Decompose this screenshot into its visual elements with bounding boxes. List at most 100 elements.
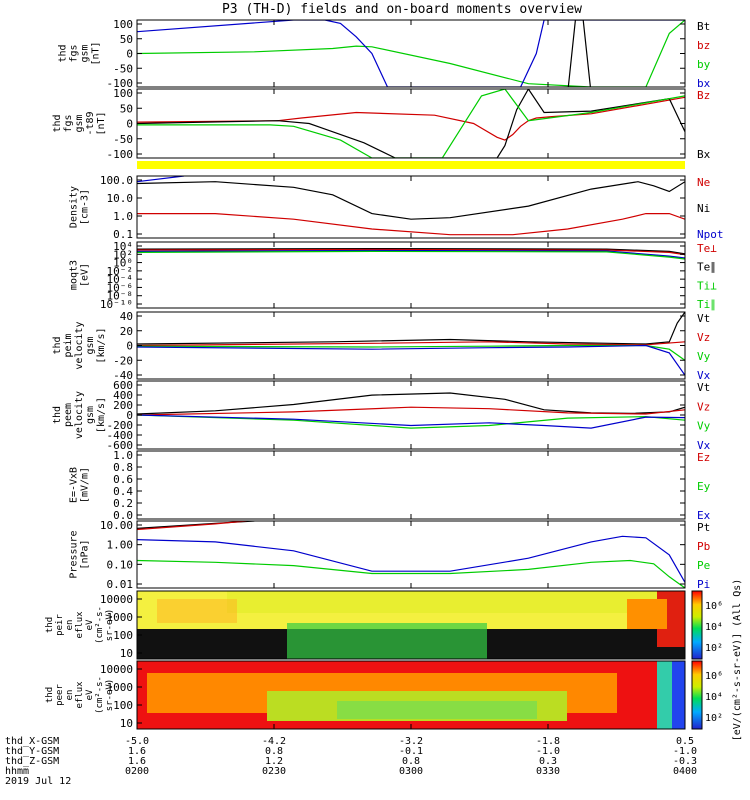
legend-label: Npot	[697, 228, 724, 241]
legend-label: Pi	[697, 578, 710, 591]
colorbar-label-group: [eV/(cm²-s-sr-eV)] (All Qs)	[732, 579, 743, 742]
colorbar	[691, 660, 703, 730]
x-axis-value: 1.6	[128, 756, 146, 767]
y-tick-label: 50	[120, 102, 133, 115]
legend-label: bx	[697, 77, 711, 90]
y-tick-label: 0.2	[113, 497, 133, 510]
y-tick-label: 1000	[107, 681, 134, 694]
y-axis-label: [eV]	[80, 263, 91, 287]
x-axis-row-label: thd_X-GSM	[5, 736, 59, 747]
colorbar-tick-label: 10⁶	[705, 601, 723, 612]
figure-title: P3 (TH-D) fields and on-board moments ov…	[222, 2, 582, 17]
y-tick-label: 0.01	[107, 578, 134, 591]
colorbar-tick-label: 10⁴	[705, 622, 723, 633]
y-axis-label: [cm-3]	[80, 189, 91, 225]
x-axis-value: -0.3	[673, 756, 697, 767]
y-tick-label: 1.0	[113, 449, 133, 462]
y-tick-label: 1000	[107, 611, 134, 624]
series-line	[137, 89, 685, 158]
x-axis-value: 0230	[262, 766, 286, 777]
legend-label: Bx	[697, 148, 711, 161]
panel-frame	[136, 19, 686, 88]
y-axis-label: eV	[85, 619, 95, 630]
x-axis-value: -3.2	[399, 736, 423, 747]
y-tick-label: 0.4	[113, 485, 133, 498]
y-tick-label: -20	[113, 354, 133, 367]
y-tick-label: 0.10	[107, 558, 134, 571]
y-axis-label: [nPa]	[80, 539, 91, 569]
y-axis-label: [mV/m]	[80, 467, 91, 503]
panel-frame	[136, 450, 686, 520]
series-line	[137, 344, 685, 376]
y-axis-label: velocity	[74, 321, 85, 369]
y-tick-label: 100	[113, 18, 133, 31]
y-axis-label: peir	[55, 614, 65, 636]
y-axis-label: (cm²-s-	[95, 606, 105, 644]
spectrogram-2: 10000 1000 100 10 thd peer en eflux eV (cm²-s-sr-…	[45, 660, 723, 730]
x-axis-row-label: hhmm	[5, 766, 29, 777]
legend-label: Vz	[697, 400, 710, 413]
series-line	[137, 20, 685, 87]
panel-frame	[136, 88, 686, 159]
x-axis-value: -4.2	[262, 736, 286, 747]
x-axis-value: 0400	[673, 766, 697, 777]
legend-label: Ey	[697, 480, 711, 493]
y-tick-label: 0	[126, 118, 133, 131]
y-axis-label: peer	[55, 684, 65, 706]
legend-label: Vy	[697, 420, 711, 433]
y-tick-label: 10	[120, 717, 133, 730]
panel-frame	[136, 380, 686, 450]
legend-label: Vx	[697, 439, 711, 452]
colorbar-tick-label: 10²	[705, 713, 723, 724]
y-tick-label: -50	[113, 133, 133, 146]
legend-label: Pb	[697, 540, 710, 553]
colorbar-tick-label: 10⁶	[705, 671, 723, 682]
y-tick-label: 1.00	[107, 539, 134, 552]
y-axis-label: thd	[45, 687, 55, 703]
y-axis-label: -t89	[85, 111, 96, 135]
y-tick-label: 0.1	[113, 228, 133, 241]
series-line	[137, 250, 685, 260]
x-axis-row-label: thd_Z-GSM	[5, 756, 59, 767]
panel-1: 100 50 0-50 -100 thd fgs gsm [nT] Bt bz by bx	[58, 18, 711, 90]
y-axis-label: gsm	[85, 406, 96, 424]
y-tick-label: 100	[113, 699, 133, 712]
series-line	[137, 248, 685, 256]
series-line	[137, 521, 247, 531]
x-axis-labels: thd_X-GSM -5.0 -4.2 -3.2 -1.8 0.5 thd_Y-GSM 1.6…	[5, 724, 697, 787]
series-line	[137, 392, 685, 415]
y-tick-label: -100	[107, 148, 134, 161]
y-axis-label: peim	[63, 333, 74, 357]
x-axis-row-label: thd_Y-GSM	[5, 746, 59, 757]
y-tick-label: 100	[113, 629, 133, 642]
y-tick-label: 10⁴	[113, 240, 133, 253]
y-axis-label: thd	[52, 406, 63, 424]
x-axis-value: 0330	[536, 766, 560, 777]
y-axis-label: fgs	[63, 114, 74, 132]
y-axis-label: sr-eV)	[105, 679, 115, 712]
x-axis-value: 0.8	[265, 746, 283, 757]
legend-label: Te⊥	[697, 242, 717, 255]
legend-label: Vy	[697, 350, 711, 363]
x-axis-value: -1.0	[536, 746, 560, 757]
y-tick-label: -400	[107, 429, 134, 442]
x-axis-value: -1.8	[536, 736, 560, 747]
legend-label: Bt	[697, 20, 710, 33]
x-axis-value: -0.1	[399, 746, 423, 757]
series-line	[137, 535, 685, 583]
colorbar-tick-label: 10⁴	[705, 692, 723, 703]
spectrogram-1: 10000 1000 100 10 thd peir en eflux eV (cm²-s-sr-…	[45, 590, 723, 660]
legend-label: Ne	[697, 176, 710, 189]
y-tick-label: 0	[126, 409, 133, 422]
y-tick-label: 10.0	[107, 192, 134, 205]
panel-7: 1.00.80.60.40.20.0 E=-VxB [mV/m] Ez Ey Ex	[69, 449, 711, 522]
y-axis-label: E=-VxB	[69, 467, 80, 503]
legend-label: Ti⊥	[697, 279, 717, 292]
series-line	[137, 414, 685, 429]
legend-label: Vx	[697, 369, 711, 382]
x-axis-value: 0.8	[402, 756, 420, 767]
y-tick-label: 0.0	[113, 509, 133, 522]
